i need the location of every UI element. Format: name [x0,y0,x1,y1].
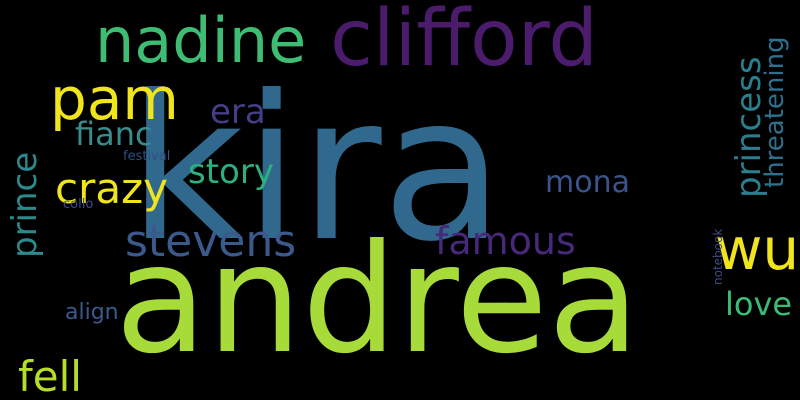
word-threatening: threatening [760,36,790,188]
word-love: love [725,285,793,323]
word-fianc: fianc [75,115,153,153]
word-kira: kira [128,53,505,286]
word-clifford: clifford [330,0,598,84]
word-mona: mona [545,165,630,200]
word-andrea: andrea [115,213,640,387]
word-famous: famous [435,219,576,263]
word-pam: pam [50,65,179,133]
word-story: story [188,152,274,192]
word-collo: collo [63,197,94,212]
word-festival: festival [123,149,171,164]
word-stevens: stevens [125,216,297,267]
word-era: era [210,92,266,132]
word-fell: fell [18,352,82,400]
word-align: align [65,300,119,325]
word-wu: wu [715,215,800,283]
word-notebook: notebook [711,228,725,285]
word-crazy: crazy [55,164,168,213]
word-nadine: nadine [95,4,307,77]
word-prince: prince [5,151,45,258]
